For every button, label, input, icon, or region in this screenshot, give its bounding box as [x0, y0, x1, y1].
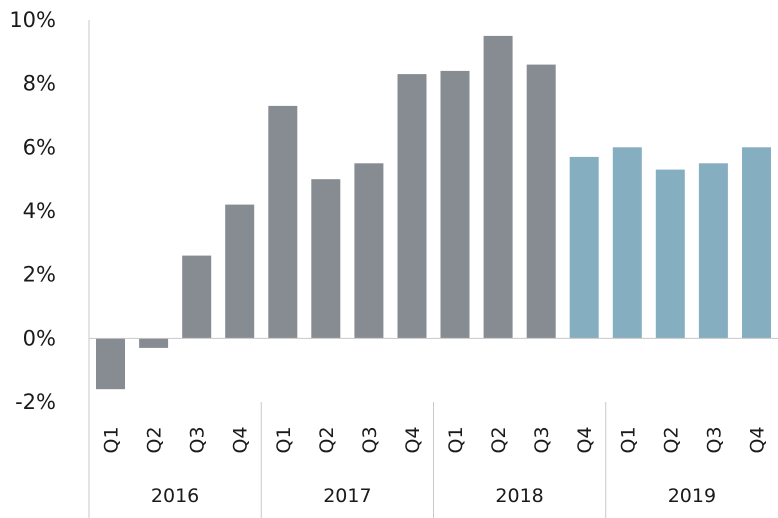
- bar-2018-Q1: [440, 70, 470, 339]
- y-tick-label: 6%: [23, 135, 56, 159]
- x-year-label: 2016: [151, 485, 199, 507]
- x-quarter-label: Q1: [445, 426, 467, 453]
- bar-2016-Q1: [96, 338, 125, 390]
- bar-2019-Q4: [742, 147, 771, 339]
- x-quarter-label: Q2: [488, 426, 510, 453]
- bar-2018-Q4: [569, 156, 599, 339]
- bar-2019-Q1: [612, 147, 642, 339]
- x-quarter-label: Q4: [230, 426, 252, 453]
- x-year-label: 2018: [495, 485, 543, 507]
- bar-2018-Q2: [483, 35, 513, 339]
- x-quarter-label: Q1: [101, 426, 123, 453]
- y-tick-label: 2%: [23, 263, 56, 287]
- bar-2019-Q3: [698, 163, 728, 339]
- y-tick-label: 4%: [23, 199, 56, 223]
- x-quarter-label: Q2: [316, 426, 338, 453]
- x-year-label: 2017: [323, 485, 371, 507]
- y-axis-ticks: -2% 0% 2% 4% 6% 8% 10%: [9, 8, 56, 414]
- bar-2017-Q2: [311, 179, 341, 339]
- y-tick-label: 0%: [23, 326, 56, 350]
- bar-2016-Q4: [225, 204, 255, 339]
- x-quarter-label: Q3: [359, 426, 381, 453]
- bar-2017-Q1: [268, 105, 298, 339]
- y-tick-label: -2%: [15, 390, 56, 414]
- bar-2018-Q3: [526, 64, 556, 339]
- x-quarter-label: Q2: [144, 426, 166, 453]
- x-year-label: 2019: [668, 485, 716, 507]
- x-quarter-label: Q1: [617, 426, 639, 453]
- bars-group: [96, 35, 771, 390]
- x-quarter-label: Q2: [660, 426, 682, 453]
- bar-2016-Q3: [182, 255, 212, 339]
- x-quarter-label: Q4: [747, 426, 769, 453]
- bar-2017-Q4: [397, 74, 427, 339]
- x-quarter-label: Q3: [187, 426, 209, 453]
- y-tick-label: 10%: [9, 8, 56, 32]
- x-quarter-label: Q4: [402, 426, 424, 453]
- x-quarter-label: Q1: [273, 426, 295, 453]
- x-axis-labels: Q1 Q2 Q3 Q4 Q1 Q2 Q3 Q4 Q1 Q2 Q3 Q4 Q1 Q2 Q3 Q4 2016 2017…: [101, 426, 769, 507]
- bar-2017-Q3: [354, 163, 384, 339]
- axes-group: [88, 20, 778, 518]
- bar-2016-Q2: [139, 338, 169, 348]
- y-tick-label: 8%: [23, 72, 56, 96]
- x-quarter-label: Q3: [703, 426, 725, 453]
- x-quarter-label: Q3: [531, 426, 553, 453]
- x-quarter-label: Q4: [574, 426, 596, 453]
- bar-2019-Q2: [655, 169, 685, 339]
